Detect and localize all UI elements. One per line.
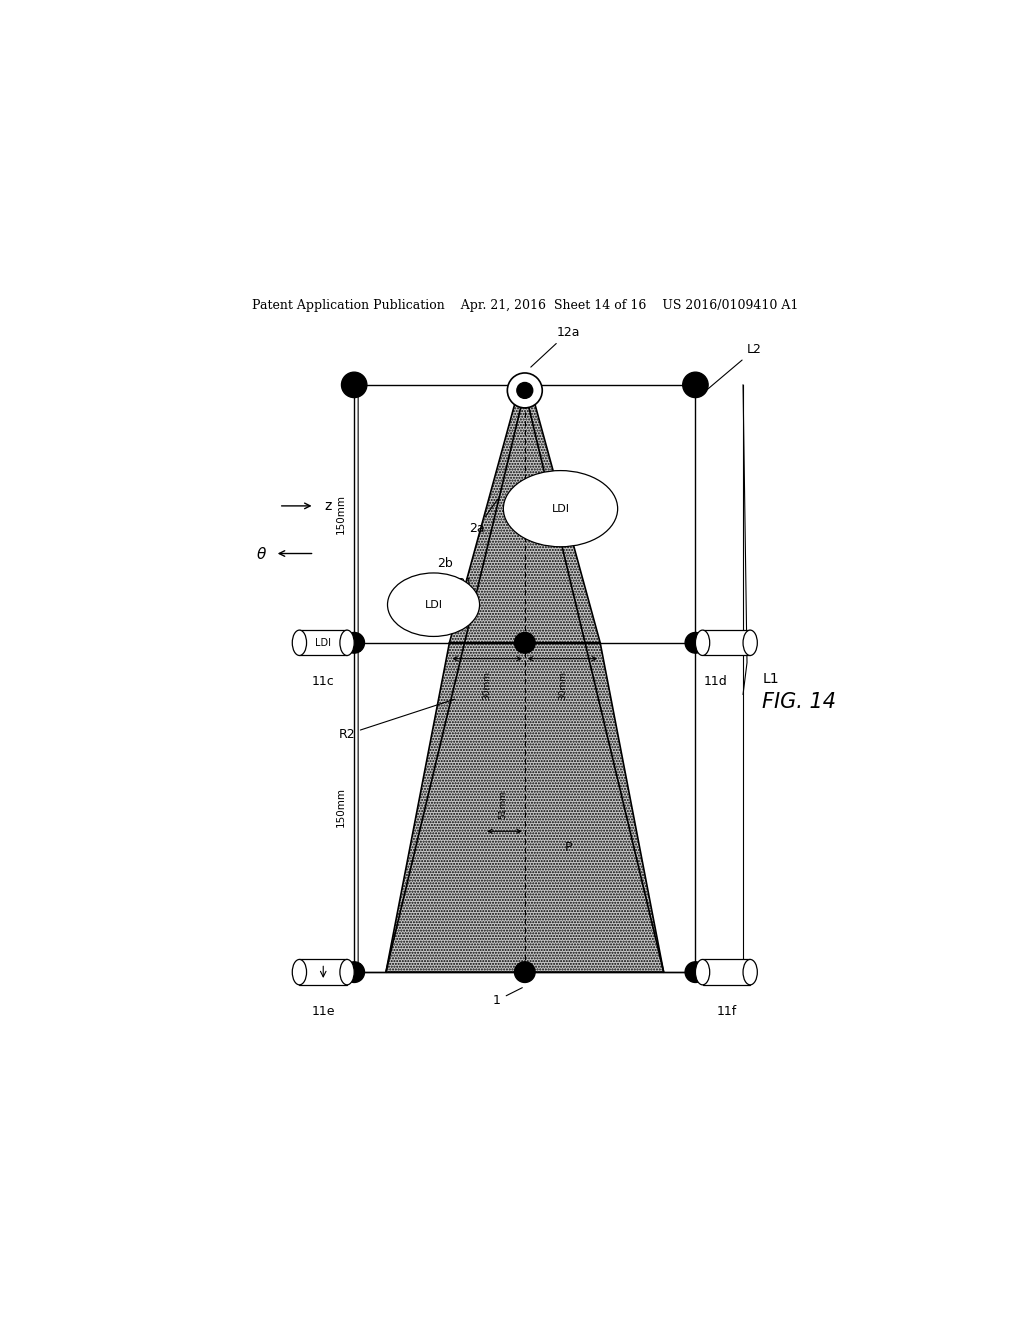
- Text: R2: R2: [338, 700, 455, 741]
- Circle shape: [507, 374, 543, 408]
- Ellipse shape: [504, 471, 617, 546]
- Circle shape: [685, 632, 706, 653]
- Bar: [702, 630, 751, 656]
- Text: 51mm: 51mm: [498, 791, 507, 820]
- Bar: [299, 630, 347, 656]
- Text: L2: L2: [706, 343, 762, 391]
- Text: $\theta$: $\theta$: [256, 545, 267, 561]
- Text: 150mm: 150mm: [336, 788, 346, 828]
- Text: 11f: 11f: [716, 1005, 736, 1018]
- Text: L1: L1: [763, 672, 779, 685]
- Ellipse shape: [695, 960, 710, 985]
- Text: 30mm: 30mm: [558, 671, 567, 700]
- Text: 11e: 11e: [311, 1005, 335, 1018]
- Text: z: z: [325, 499, 332, 513]
- Text: 150mm: 150mm: [336, 494, 346, 533]
- Text: LDI: LDI: [315, 638, 331, 648]
- Ellipse shape: [387, 573, 479, 636]
- Text: 30mm: 30mm: [482, 671, 492, 700]
- Circle shape: [344, 962, 365, 982]
- Text: FIG. 14: FIG. 14: [762, 692, 836, 713]
- Text: 1: 1: [494, 987, 522, 1007]
- Circle shape: [517, 383, 532, 399]
- Circle shape: [685, 962, 706, 982]
- Polygon shape: [386, 643, 664, 972]
- Ellipse shape: [340, 960, 354, 985]
- Text: LDI: LDI: [425, 599, 442, 610]
- Bar: [299, 960, 347, 985]
- Circle shape: [514, 632, 536, 653]
- Text: R1: R1: [457, 577, 473, 590]
- Text: Patent Application Publication    Apr. 21, 2016  Sheet 14 of 16    US 2016/01094: Patent Application Publication Apr. 21, …: [252, 300, 798, 312]
- Text: 12a: 12a: [530, 326, 580, 367]
- Circle shape: [683, 372, 709, 397]
- Ellipse shape: [292, 630, 306, 656]
- Text: 11d: 11d: [703, 676, 727, 688]
- Bar: [702, 960, 751, 985]
- Ellipse shape: [743, 960, 758, 985]
- Ellipse shape: [695, 630, 710, 656]
- Ellipse shape: [292, 960, 306, 985]
- Circle shape: [344, 632, 365, 653]
- Text: 2b: 2b: [437, 557, 454, 570]
- Polygon shape: [450, 391, 600, 643]
- Text: 11c: 11c: [312, 676, 335, 688]
- Ellipse shape: [340, 630, 354, 656]
- Text: P: P: [564, 841, 572, 854]
- Circle shape: [341, 372, 367, 397]
- Circle shape: [514, 962, 536, 982]
- Text: LDI: LDI: [552, 504, 569, 513]
- Ellipse shape: [743, 630, 758, 656]
- Text: 2a: 2a: [469, 499, 498, 535]
